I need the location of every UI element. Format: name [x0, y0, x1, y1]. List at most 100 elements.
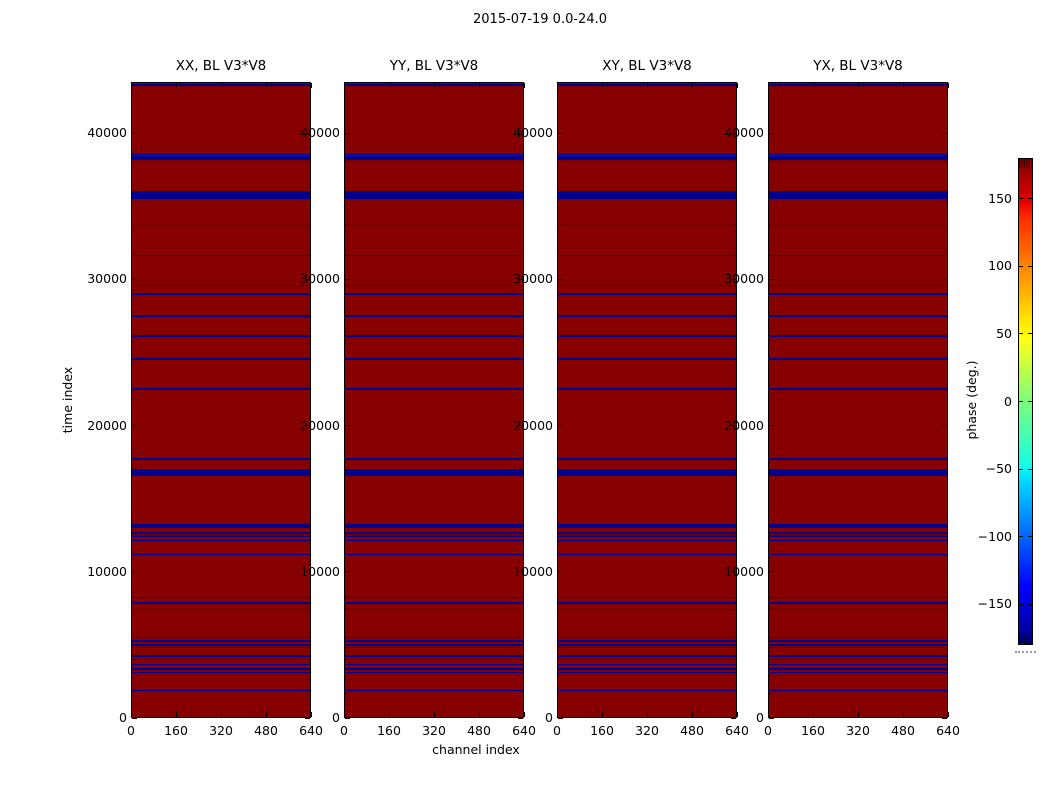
y-tick [305, 717, 310, 719]
phase-stripe [769, 284, 947, 287]
phase-stripe [769, 553, 947, 556]
x-tick [220, 712, 222, 717]
panel-title: XX, BL V3*V8 [175, 58, 267, 74]
phase-stripe [769, 644, 947, 646]
phase-stripe [769, 596, 947, 599]
colorbar-end-dots [1015, 651, 1036, 653]
y-tick-label: 40000 [300, 125, 340, 141]
phase-stripe [558, 458, 736, 460]
panel-title: YX, BL V3*V8 [813, 58, 903, 74]
phase-stripe [132, 636, 310, 639]
y-tick [769, 571, 774, 573]
phase-stripe [558, 158, 736, 160]
colorbar-tick-label: 0 [1004, 393, 1012, 409]
phase-stripe [345, 535, 523, 537]
phase-stripe [769, 636, 947, 639]
phase-stripe [132, 153, 310, 156]
phase-stripe [345, 636, 523, 639]
colorbar-tick-label: −50 [985, 461, 1012, 477]
phase-stripe [345, 523, 523, 528]
phase-stripe [558, 668, 736, 671]
phase-stripe [558, 640, 736, 642]
y-tick [942, 132, 947, 134]
phase-stripe [558, 539, 736, 542]
x-tick-label: 160 [590, 723, 614, 738]
phase-stripe [558, 671, 736, 674]
phase-stripe [132, 388, 310, 390]
x-tick [812, 83, 814, 88]
x-tick [433, 83, 435, 88]
y-tick [731, 425, 736, 427]
x-tick [175, 712, 177, 717]
y-tick [769, 425, 774, 427]
y-tick [132, 571, 137, 573]
phase-stripe [558, 608, 736, 611]
colorbar-tick [1028, 603, 1032, 605]
phase-stripe [769, 153, 947, 156]
y-tick [942, 571, 947, 573]
y-tick [731, 278, 736, 280]
phase-stripe [345, 160, 523, 163]
phase-stripe [558, 553, 736, 556]
phase-stripe [769, 293, 947, 295]
y-tick [345, 571, 350, 573]
phase-stripe [132, 315, 310, 317]
phase-stripe [558, 335, 736, 337]
x-tick [902, 712, 904, 717]
y-tick-label: 20000 [87, 417, 127, 433]
phase-stripe [132, 156, 310, 158]
phase-stripe [769, 658, 947, 661]
phase-stripe [132, 601, 310, 604]
x-tick [130, 712, 132, 717]
phase-stripe [558, 655, 736, 657]
phase-stripe [558, 293, 736, 295]
x-tick [556, 712, 558, 717]
phase-stripe [769, 608, 947, 611]
phase-stripe [769, 663, 947, 666]
phase-stripe [132, 608, 310, 611]
phase-stripe [132, 358, 310, 360]
y-tick-label: 40000 [513, 125, 553, 141]
x-axis-label: channel index [432, 742, 520, 757]
y-tick-label: 40000 [724, 125, 764, 141]
phase-stripe [132, 160, 310, 163]
y-tick [518, 571, 523, 573]
y-tick [132, 717, 137, 719]
x-tick [130, 83, 132, 88]
x-tick-label: 0 [553, 723, 561, 738]
x-tick-label: 480 [254, 723, 278, 738]
phase-stripe [558, 646, 736, 649]
y-tick-label: 30000 [300, 271, 340, 287]
y-tick [942, 717, 947, 719]
colorbar-label: phase (deg.) [964, 360, 979, 440]
phase-stripe [345, 468, 523, 476]
x-tick-label: 480 [467, 723, 491, 738]
panel-title: YY, BL V3*V8 [389, 58, 479, 74]
phase-stripe [132, 535, 310, 537]
y-tick-label: 30000 [87, 271, 127, 287]
phase-stripe [132, 284, 310, 287]
phase-stripe [132, 658, 310, 661]
phase-stripe [558, 531, 736, 534]
phase-stripe [132, 335, 310, 337]
plot-area-xx [131, 82, 311, 718]
phase-stripe [132, 663, 310, 666]
x-tick [388, 712, 390, 717]
x-tick [857, 83, 859, 88]
y-tick [558, 132, 563, 134]
phase-stripe [345, 458, 523, 460]
phase-stripe [769, 335, 947, 337]
phase-stripe [769, 668, 947, 671]
phase-stripe [345, 191, 523, 200]
y-tick-label: 0 [756, 710, 764, 725]
colorbar-tick [1028, 265, 1032, 267]
phase-stripe [345, 689, 523, 692]
x-tick [601, 83, 603, 88]
y-tick-label: 0 [332, 710, 340, 725]
y-tick [518, 717, 523, 719]
y-tick-label: 10000 [300, 563, 340, 579]
phase-stripe [132, 668, 310, 671]
phase-stripe [132, 655, 310, 657]
x-tick [902, 83, 904, 88]
